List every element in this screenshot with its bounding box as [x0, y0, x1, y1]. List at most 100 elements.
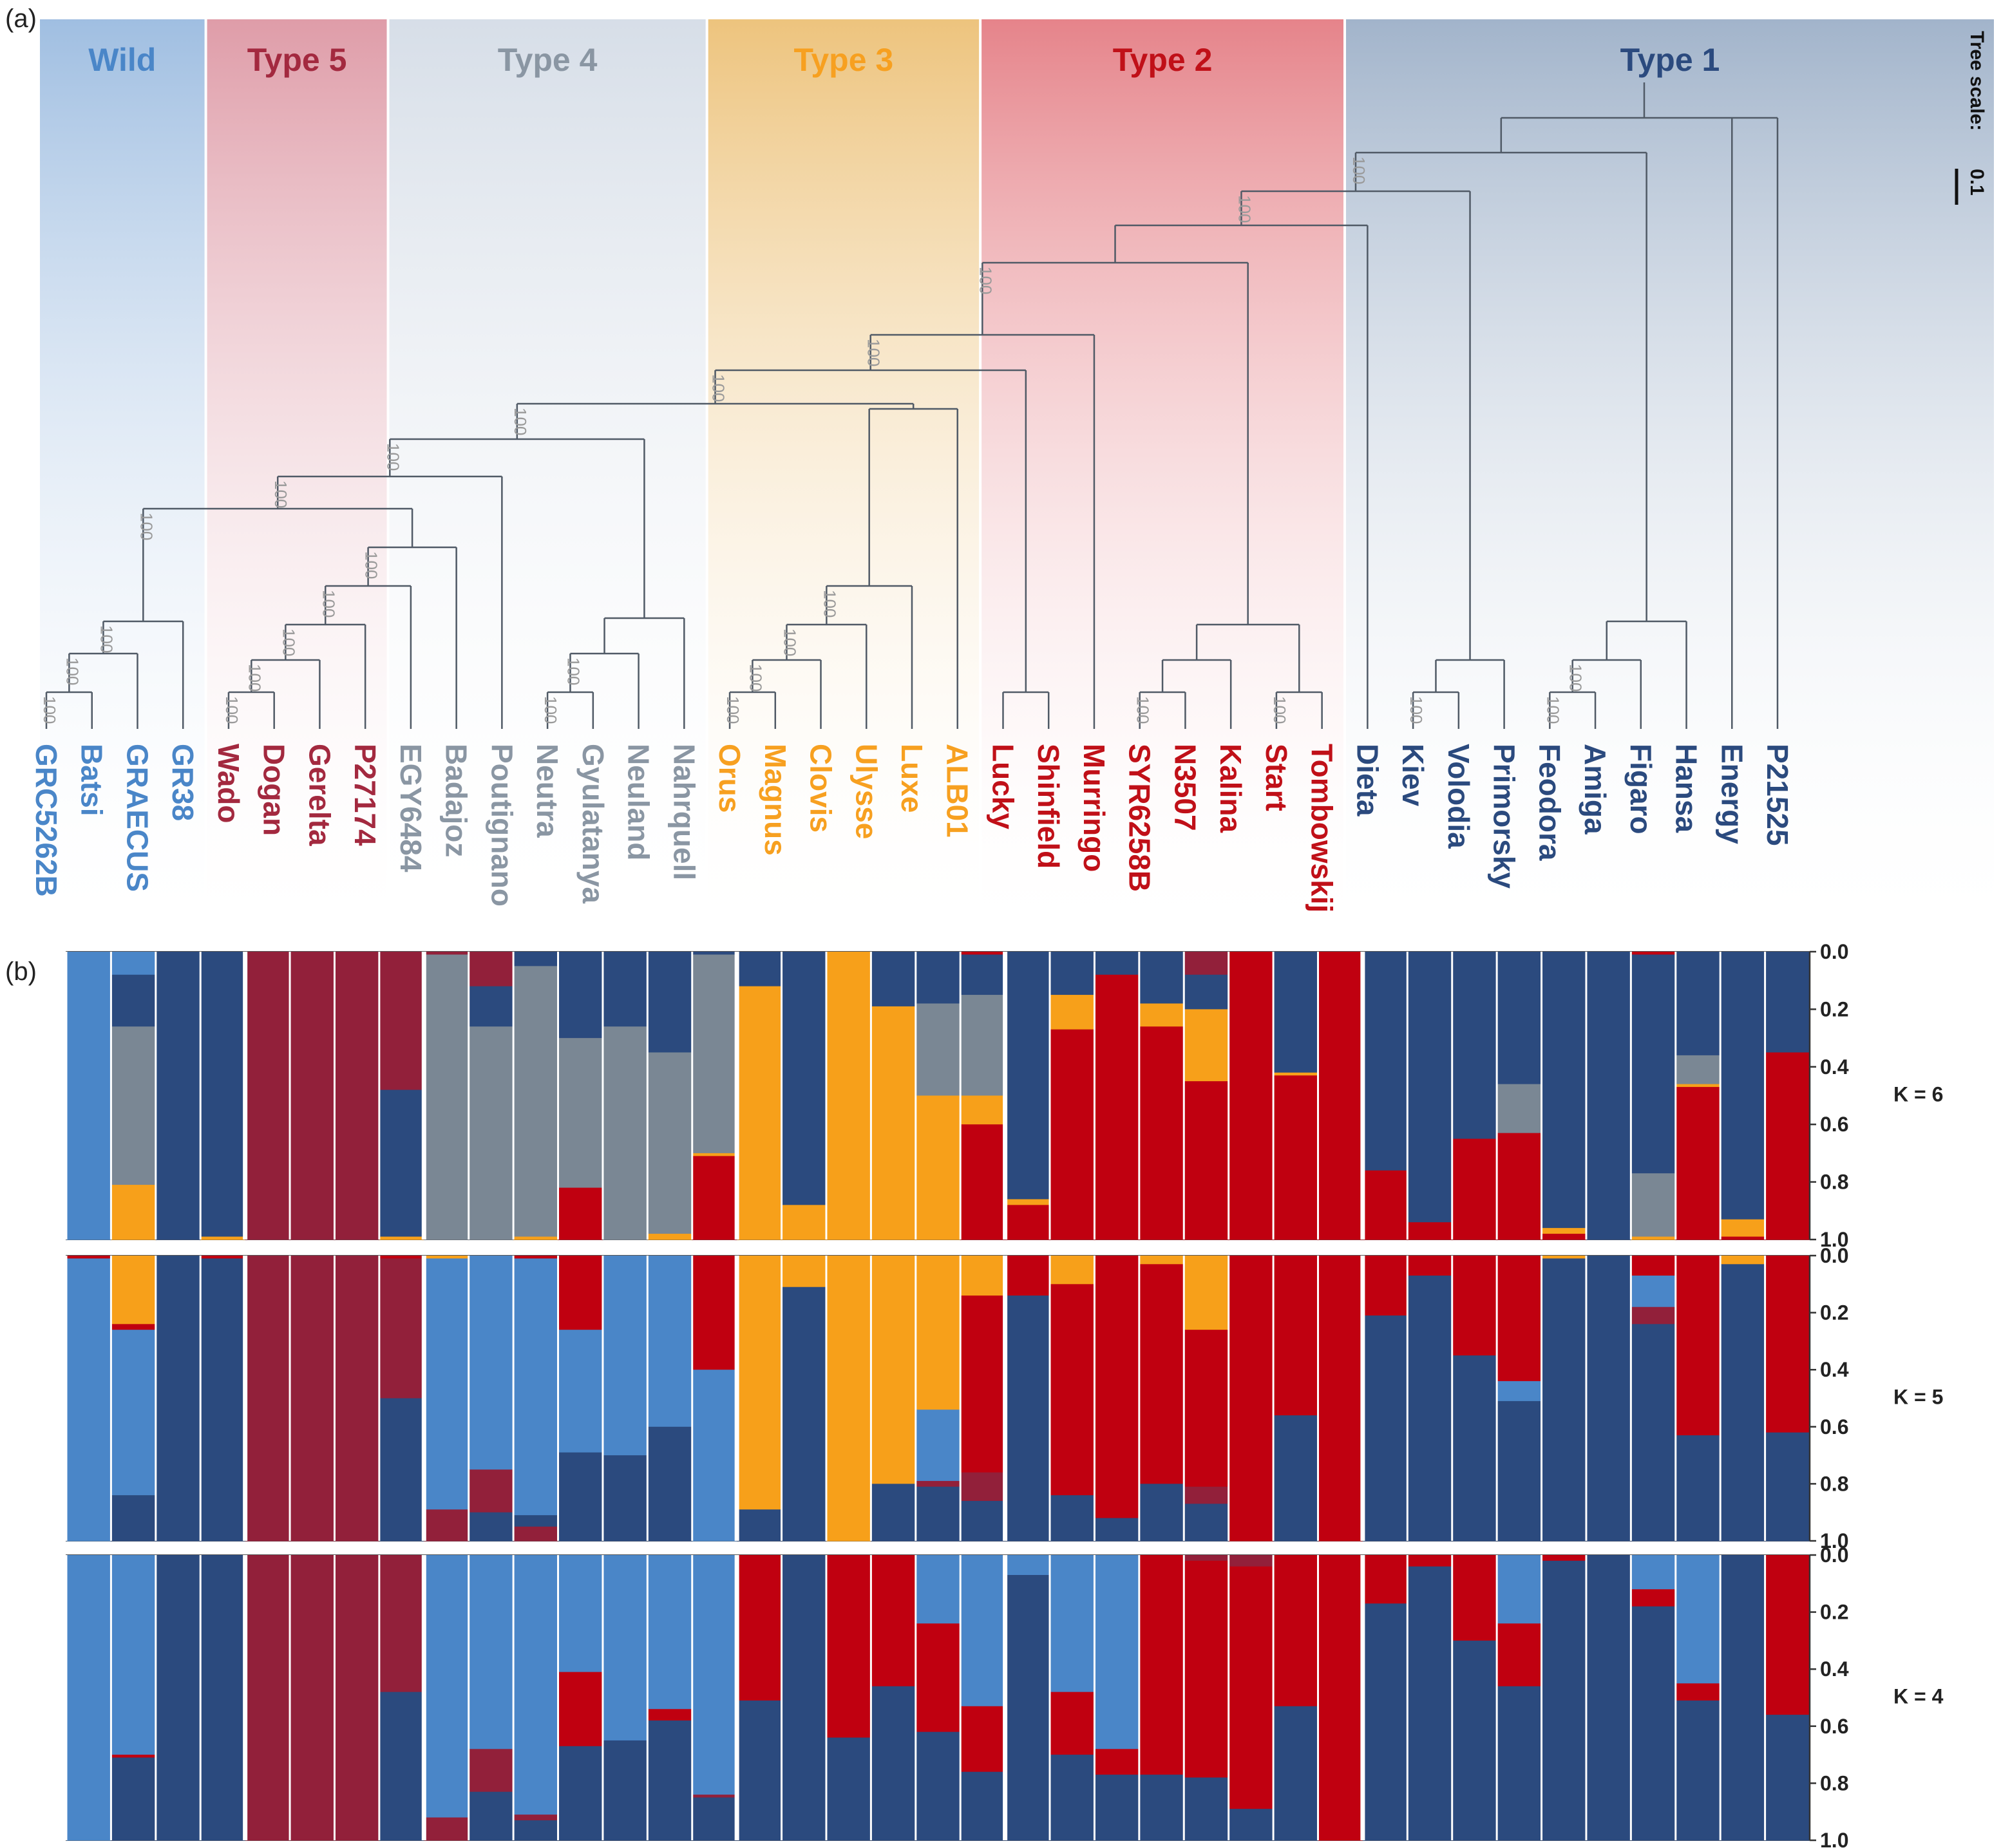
y-tick-label: 0.8: [1820, 1771, 1848, 1795]
band-type-3: [708, 19, 980, 947]
admixture-segment: [513, 966, 558, 1238]
y-tick-label: 0.6: [1820, 1715, 1848, 1738]
y-tick-label: 0.8: [1820, 1472, 1848, 1495]
taxon-label: Poutignano: [485, 744, 518, 907]
admixture-segment: [1720, 1555, 1765, 1841]
admixture-segment: [1184, 1777, 1229, 1841]
admixture-segment: [1631, 1589, 1676, 1607]
admixture-segment: [424, 952, 469, 956]
admixture-segment: [1675, 1683, 1721, 1701]
admixture-segment: [111, 974, 156, 1027]
admixture-segment: [871, 1555, 916, 1687]
admixture-segment: [602, 1455, 648, 1542]
admixture-segment: [1228, 1555, 1274, 1567]
admixture-segment: [1675, 1084, 1721, 1088]
admixture-segment: [334, 1555, 379, 1841]
group-label-type-1: Type 1: [1620, 42, 1720, 78]
admixture-segment: [1452, 1256, 1497, 1356]
admixture-segment: [1452, 1640, 1497, 1841]
taxon-label: Clovis: [804, 744, 838, 833]
admixture-segment: [155, 1256, 201, 1542]
admixture-segment: [1094, 1775, 1139, 1841]
bootstrap-label: 100: [362, 551, 381, 579]
admixture-segment: [1720, 1256, 1765, 1265]
admixture-segment: [1631, 954, 1676, 1174]
bootstrap-label: 100: [780, 628, 799, 656]
admixture-segment: [647, 1555, 692, 1710]
bootstrap-label: 100: [1407, 696, 1426, 724]
admixture-segment: [915, 1486, 961, 1542]
admixture-segment: [1184, 1009, 1229, 1082]
admixture-segment: [692, 954, 737, 1154]
admixture-segment: [111, 1755, 156, 1758]
admixture-segment: [290, 952, 335, 1240]
admixture-segment: [379, 1256, 424, 1259]
admixture-segment: [1452, 1138, 1497, 1240]
admixture-segment: [602, 1026, 648, 1240]
admixture-segment: [558, 1256, 603, 1330]
bootstrap-label: 100: [709, 374, 728, 402]
taxon-label: Lucky: [986, 744, 1019, 829]
admixture-segment: [1497, 1400, 1542, 1542]
admixture-segment: [200, 1236, 245, 1240]
bootstrap-label: 100: [1566, 664, 1586, 692]
bootstrap-label: 100: [511, 408, 530, 435]
admixture-segment: [1005, 1256, 1050, 1296]
admixture-segment: [602, 1555, 648, 1741]
taxon-label: Primorsky: [1488, 744, 1521, 889]
taxon-label: Gyulatanya: [576, 744, 610, 903]
admixture-segment: [1273, 1256, 1318, 1416]
admixture-segment: [1675, 952, 1721, 1056]
admixture-segment: [1586, 1555, 1631, 1841]
admixture-segment: [960, 1472, 1005, 1502]
y-tick-label: 0.6: [1820, 1415, 1848, 1438]
band-wild: [40, 19, 205, 947]
admixture-segment: [1362, 952, 1408, 1171]
taxon-label: Gerelta: [303, 744, 336, 846]
admixture-segment: [1675, 1435, 1721, 1542]
admixture-segment: [1497, 1381, 1542, 1402]
admixture-segment: [379, 1555, 424, 1693]
admixture-segment: [468, 1512, 514, 1542]
admixture-segment: [1005, 1199, 1050, 1205]
taxon-label: Hansa: [1670, 744, 1703, 833]
admixture-segment: [424, 1555, 469, 1818]
bootstrap-label: 100: [1349, 156, 1369, 184]
band-type-4: [389, 19, 706, 947]
admixture-segment: [558, 1672, 603, 1747]
taxon-label: Figaro: [1624, 744, 1658, 834]
bootstrap-label: 100: [746, 664, 765, 692]
admixture-segment: [1094, 952, 1139, 976]
admixture-segment: [513, 1526, 558, 1542]
admixture-segment: [1184, 1555, 1229, 1561]
admixture-segment: [1452, 1355, 1497, 1542]
admixture-segment: [424, 954, 469, 1240]
admixture-segment: [1497, 1623, 1542, 1687]
admixture-segment: [468, 1256, 514, 1470]
y-tick-label: 0.0: [1820, 1244, 1848, 1267]
group-label-type-5: Type 5: [247, 42, 347, 78]
admixture-segment: [1139, 1555, 1184, 1775]
taxon-label: Neutra: [531, 744, 564, 838]
admixture-segment: [692, 1256, 737, 1370]
taxon-label: P27174: [348, 744, 382, 846]
admixture-segment: [1005, 1205, 1050, 1240]
admixture-segment: [1318, 952, 1363, 1240]
admixture-segment: [1184, 1504, 1229, 1542]
structure-row-k6: 0.0 0.2 0.4 0.6 0.8 1.0 K = 6: [65, 940, 1943, 1251]
admixture-segment: [1184, 974, 1229, 1010]
admixture-segment: [558, 1555, 603, 1673]
taxon-label: Shinfield: [1032, 744, 1065, 869]
admixture-segment: [558, 952, 603, 1039]
taxon-label: Start: [1260, 744, 1293, 811]
admixture-segment: [1362, 1315, 1408, 1542]
admixture-segment: [513, 1236, 558, 1240]
admixture-segment: [692, 1555, 737, 1795]
taxon-label: Dogan: [258, 744, 291, 836]
admixture-segment: [692, 1153, 737, 1156]
admixture-segment: [692, 1795, 737, 1798]
admixture-segment: [781, 1205, 826, 1240]
taxon-label: EGY6484: [394, 744, 428, 872]
admixture-segment: [1541, 1234, 1586, 1240]
